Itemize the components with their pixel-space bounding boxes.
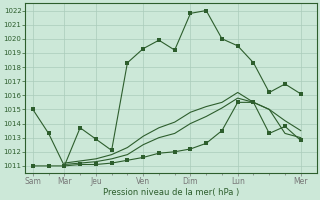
X-axis label: Pression niveau de la mer( hPa ): Pression niveau de la mer( hPa ) [103, 188, 239, 197]
